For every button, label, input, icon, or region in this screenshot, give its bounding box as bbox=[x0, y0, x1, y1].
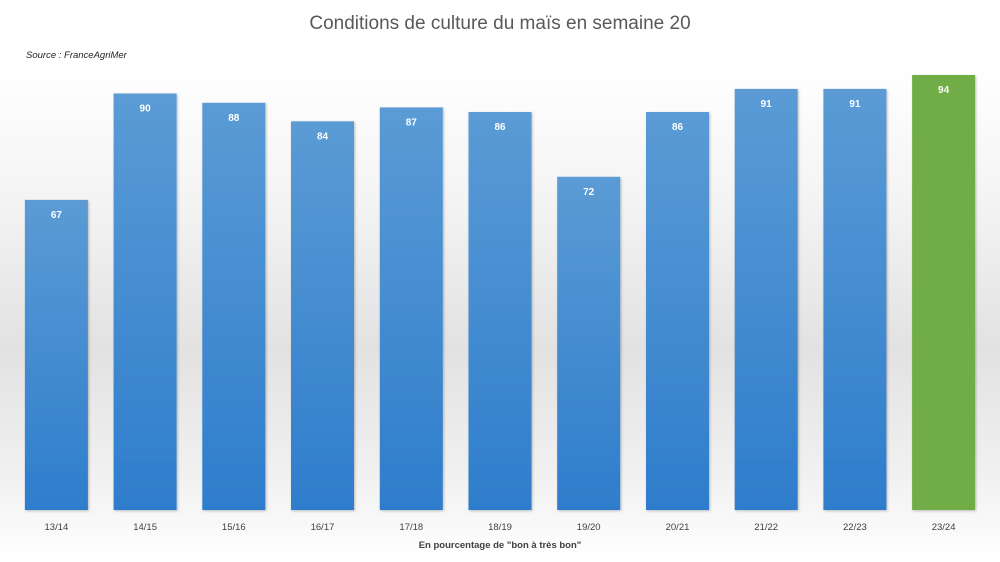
x-tick-labels-layer: 13/14 14/15 15/16 16/17 17/18 18/19 19/20 20/21… bbox=[45, 522, 956, 533]
x-tick-20-21: 20/21 bbox=[666, 522, 690, 533]
bar-15-16 bbox=[202, 102, 266, 511]
data-label-18-19: 86 bbox=[494, 122, 506, 133]
x-tick-17-18: 17/18 bbox=[399, 522, 423, 533]
x-tick-19-20: 19/20 bbox=[577, 522, 601, 533]
bar-18-19 bbox=[468, 112, 532, 510]
x-tick-22-23: 22/23 bbox=[843, 522, 867, 533]
chart-source: Source : FranceAgriMer bbox=[26, 50, 128, 61]
data-label-21-22: 91 bbox=[761, 99, 773, 110]
data-label-20-21: 86 bbox=[672, 122, 684, 133]
x-tick-21-22: 21/22 bbox=[754, 522, 778, 533]
x-axis-label: En pourcentage de "bon à très bon" bbox=[419, 540, 582, 551]
bar-20-21 bbox=[646, 112, 709, 510]
chart-title: Conditions de culture du maïs en semaine… bbox=[309, 13, 690, 34]
data-label-19-20: 72 bbox=[583, 187, 595, 198]
data-label-17-18: 87 bbox=[406, 117, 418, 128]
bar-17-18 bbox=[379, 107, 443, 511]
data-label-15-16: 88 bbox=[228, 113, 240, 124]
bar-14-15 bbox=[113, 93, 177, 510]
data-labels-layer: 67 90 88 84 87 86 72 86 91 91 94 bbox=[51, 85, 950, 221]
bar-22-23 bbox=[823, 88, 887, 511]
bars-layer bbox=[24, 75, 976, 511]
bar-23-24 bbox=[912, 75, 976, 510]
x-tick-15-16: 15/16 bbox=[222, 522, 246, 533]
data-label-22-23: 91 bbox=[849, 99, 861, 110]
data-label-14-15: 90 bbox=[140, 104, 152, 115]
x-tick-16-17: 16/17 bbox=[311, 522, 335, 533]
bar-19-20 bbox=[557, 176, 621, 511]
x-tick-14-15: 14/15 bbox=[133, 522, 157, 533]
x-tick-23-24: 23/24 bbox=[932, 522, 956, 533]
x-tick-18-19: 18/19 bbox=[488, 522, 512, 533]
data-label-16-17: 84 bbox=[317, 131, 329, 142]
bar-21-22 bbox=[734, 88, 798, 511]
data-label-13-14: 67 bbox=[51, 210, 63, 221]
x-tick-13-14: 13/14 bbox=[45, 522, 69, 533]
bar-13-14 bbox=[24, 199, 88, 510]
bar-16-17 bbox=[291, 121, 354, 511]
data-label-23-24: 94 bbox=[938, 85, 950, 96]
